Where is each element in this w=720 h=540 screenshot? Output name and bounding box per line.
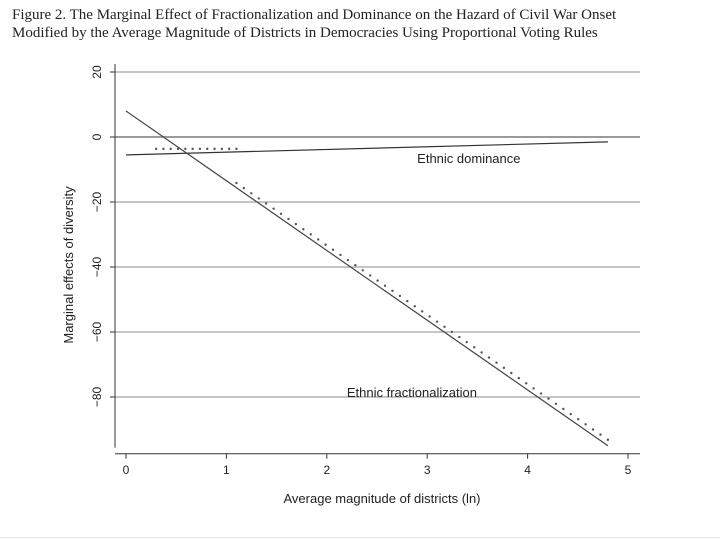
ethnic-fractionalization-dot-1 (242, 186, 246, 190)
ethnic-fractionalization-dot-32 (472, 346, 476, 349)
figure-title-line-1: Figure 2. The Marginal Effect of Fractio… (12, 7, 617, 23)
ethnic-fractionalization-dot-48 (591, 428, 595, 431)
x-tick-label-1: 1 (223, 463, 230, 477)
ethnic-fractionalization-dot-25 (420, 310, 424, 313)
ethnic-fractionalization-dot-40 (532, 387, 535, 390)
ethnic-dominance-dot-2 (169, 147, 172, 151)
axes-layer (110, 64, 640, 459)
ethnic-fractionalization-dot-14 (339, 253, 342, 257)
annotation-ethnic-dominance: Ethnic dominance (417, 151, 520, 166)
ethnic-dominance-dot-10 (227, 147, 231, 151)
ethnic-fractionalization-dot-2 (250, 192, 253, 195)
ethnic-fractionalization-dot-29 (450, 330, 454, 334)
ethnic-fractionalization-dot-45 (569, 412, 572, 416)
ethnic-fractionalization-dot-49 (599, 433, 602, 436)
x-tick-label-3: 3 (424, 463, 431, 477)
ethnic-fractionalization-dot-26 (428, 315, 431, 318)
ethnic-dominance-line (125, 141, 608, 156)
ethnic-fractionalization-dot-28 (443, 325, 446, 328)
ethnic-fractionalization-dot-35 (495, 361, 498, 364)
ethnic-fractionalization-dot-0 (235, 181, 238, 185)
ethnic-fractionalization-dot-23 (406, 299, 409, 303)
ethnic-dominance-dot-11 (235, 147, 238, 151)
ethnic-dominance-dot-9 (220, 147, 224, 151)
ethnic-fractionalization-dot-4 (264, 202, 268, 205)
ethnic-fractionalization-dot-43 (554, 402, 558, 406)
ethnic-fractionalization-dot-30 (458, 335, 461, 339)
label-layer: Average magnitude of districts (ln) Marg… (61, 65, 632, 506)
ethnic-fractionalization-dot-21 (391, 289, 394, 293)
ethnic-fractionalization-dot-8 (294, 222, 298, 226)
ethnic-fractionalization-dot-39 (524, 382, 528, 385)
ethnic-fractionalization-dot-9 (302, 228, 305, 231)
bottom-divider (0, 537, 720, 538)
ethnic-fractionalization-dot-31 (465, 340, 468, 344)
annotation-ethnic-fractionalization: Ethnic fractionalization (347, 385, 477, 400)
ethnic-dominance-dot-4 (184, 147, 187, 151)
ethnic-fractionalization-dot-20 (383, 284, 387, 287)
ethnic-fractionalization-dot-3 (257, 197, 260, 200)
ethnic-fractionalization-dot-12 (324, 243, 327, 246)
ethnic-fractionalization-dot-10 (309, 233, 312, 236)
y-axis-label: Marginal effects of diversity (61, 186, 76, 344)
ethnic-dominance-dot-8 (213, 147, 216, 151)
x-tick-label-5: 5 (625, 463, 632, 477)
y-tick-label-2: −20 (90, 191, 104, 212)
ethnic-fractionalization-dot-18 (368, 274, 372, 277)
y-tick-label-1: 0 (90, 133, 104, 140)
ethnic-dominance-dot-5 (191, 147, 194, 151)
y-tick-label-4: −60 (90, 321, 104, 342)
ethnic-dominance-dot-1 (162, 147, 165, 151)
ethnic-fractionalization-dot-13 (331, 248, 335, 251)
ethnic-fractionalization-dot-38 (517, 376, 520, 380)
ethnic-fractionalization-dot-36 (502, 366, 506, 370)
ethnic-fractionalization-dot-5 (272, 207, 275, 210)
ethnic-dominance-dot-6 (198, 147, 202, 151)
ethnic-fractionalization-dot-6 (279, 212, 283, 216)
x-tick-label-4: 4 (524, 463, 531, 477)
ethnic-fractionalization-dot-22 (398, 294, 402, 298)
y-tick-label-0: 20 (90, 65, 104, 79)
ethnic-fractionalization-dot-34 (487, 356, 491, 359)
ethnic-fractionalization-dot-17 (361, 269, 364, 272)
ethnic-fractionalization-dot-44 (562, 407, 565, 411)
figure-title: Figure 2. The Marginal Effect of Fractio… (12, 6, 712, 42)
ethnic-fractionalization-line (125, 110, 609, 447)
y-tick-label-3: −40 (90, 256, 104, 277)
y-tick-label-5: −80 (90, 386, 104, 407)
ethnic-fractionalization-dot-41 (539, 392, 543, 395)
ethnic-fractionalization-dot-33 (480, 351, 483, 354)
ethnic-fractionalization-dot-37 (510, 371, 513, 375)
ethnic-fractionalization-dot-50 (606, 438, 610, 441)
ethnic-dominance-dotted-line (154, 147, 238, 151)
ethnic-fractionalization-dotted-line (235, 181, 610, 441)
ethnic-fractionalization-dot-19 (376, 279, 379, 282)
ethnic-fractionalization-dot-42 (547, 397, 550, 400)
series-layer (125, 110, 610, 447)
ethnic-fractionalization-dot-24 (413, 305, 416, 308)
grid-layer (115, 71, 640, 398)
x-tick-label-0: 0 (123, 463, 130, 477)
figure-title-line-2: Modified by the Average Magnitude of Dis… (12, 25, 598, 41)
ethnic-dominance-dot-0 (154, 147, 158, 151)
ethnic-fractionalization-dot-15 (346, 258, 350, 262)
ethnic-fractionalization-dot-27 (435, 320, 439, 323)
ethnic-dominance-dot-7 (206, 147, 209, 151)
ethnic-fractionalization-dot-47 (584, 423, 587, 426)
x-tick-label-2: 2 (323, 463, 330, 477)
ethnic-fractionalization-dot-11 (316, 238, 320, 241)
ethnic-fractionalization-dot-16 (354, 263, 357, 267)
ethnic-fractionalization-dot-7 (287, 217, 290, 221)
x-axis-label: Average magnitude of districts (ln) (283, 491, 480, 506)
ethnic-fractionalization-dot-46 (577, 418, 580, 421)
